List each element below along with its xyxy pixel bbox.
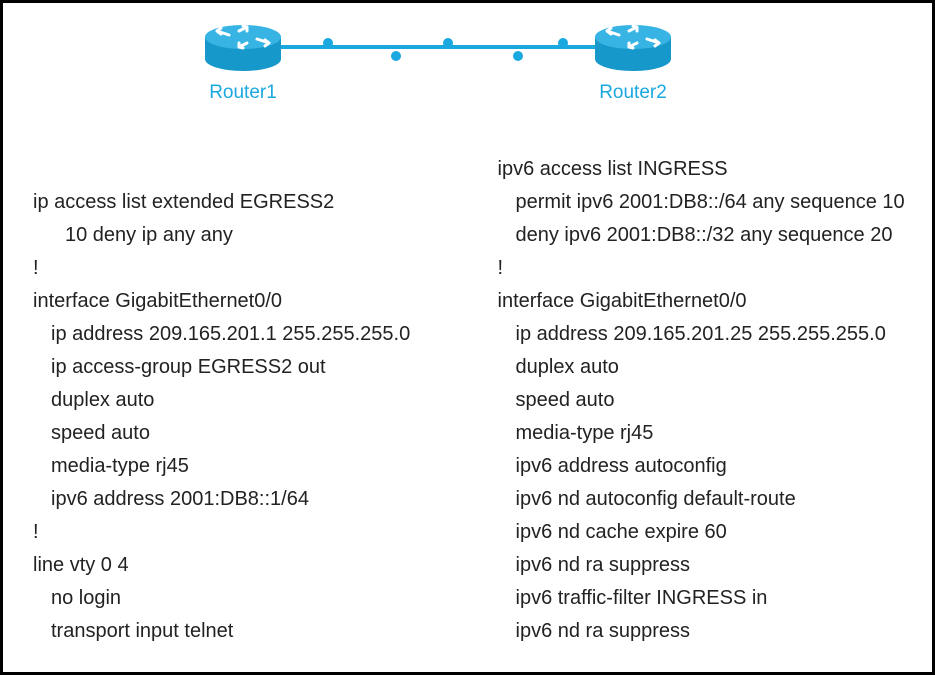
config-line: ipv6 nd ra suppress [498, 549, 909, 582]
config-line: ipv6 traffic-filter INGRESS in [498, 582, 909, 615]
config-line: media-type rj45 [33, 450, 444, 483]
router1-config: ip access list extended EGRESS210 deny i… [3, 153, 468, 648]
config-line: transport input telnet [33, 615, 444, 648]
config-line: ipv6 address autoconfig [498, 450, 909, 483]
link-dot [391, 51, 401, 61]
router1: Router1 [203, 21, 283, 104]
config-line: ipv6 access list INGRESS [498, 153, 909, 186]
config-line: interface GigabitEthernet0/0 [33, 285, 444, 318]
config-columns: ip access list extended EGRESS210 deny i… [3, 153, 932, 648]
config-line: no login [33, 582, 444, 615]
config-line: permit ipv6 2001:DB8::/64 any sequence 1… [498, 186, 909, 219]
config-line: ! [498, 252, 909, 285]
config-line: deny ipv6 2001:DB8::/32 any sequence 20 [498, 219, 909, 252]
config-line: line vty 0 4 [33, 549, 444, 582]
link-dot [558, 38, 568, 48]
router2-label: Router2 [593, 82, 673, 104]
config-line: ip address 209.165.201.1 255.255.255.0 [33, 318, 444, 351]
link-dot [513, 51, 523, 61]
config-line: ipv6 nd cache expire 60 [498, 516, 909, 549]
link-dot [443, 38, 453, 48]
config-line: media-type rj45 [498, 417, 909, 450]
diagram-frame: Router1 Router2 ip access list extended … [0, 0, 935, 675]
router2-config: ipv6 access list INGRESSpermit ipv6 2001… [468, 153, 933, 648]
config-line: speed auto [33, 417, 444, 450]
config-line: ipv6 nd autoconfig default-route [498, 483, 909, 516]
config-line: ! [33, 516, 444, 549]
config-line: duplex auto [498, 351, 909, 384]
router-icon [593, 21, 673, 73]
config-line: speed auto [498, 384, 909, 417]
config-line: ip address 209.165.201.25 255.255.255.0 [498, 318, 909, 351]
network-topology: Router1 Router2 [3, 21, 932, 151]
config-line: ipv6 nd ra suppress [498, 615, 909, 648]
config-line: ! [33, 252, 444, 285]
config-line: ipv6 address 2001:DB8::1/64 [33, 483, 444, 516]
link-dot [323, 38, 333, 48]
config-line: interface GigabitEthernet0/0 [498, 285, 909, 318]
config-line: duplex auto [33, 384, 444, 417]
config-line: 10 deny ip any any [33, 219, 444, 252]
router-icon [203, 21, 283, 73]
config-line: ip access-group EGRESS2 out [33, 351, 444, 384]
router1-label: Router1 [203, 82, 283, 104]
router2: Router2 [593, 21, 673, 104]
config-line: ip access list extended EGRESS2 [33, 186, 444, 219]
